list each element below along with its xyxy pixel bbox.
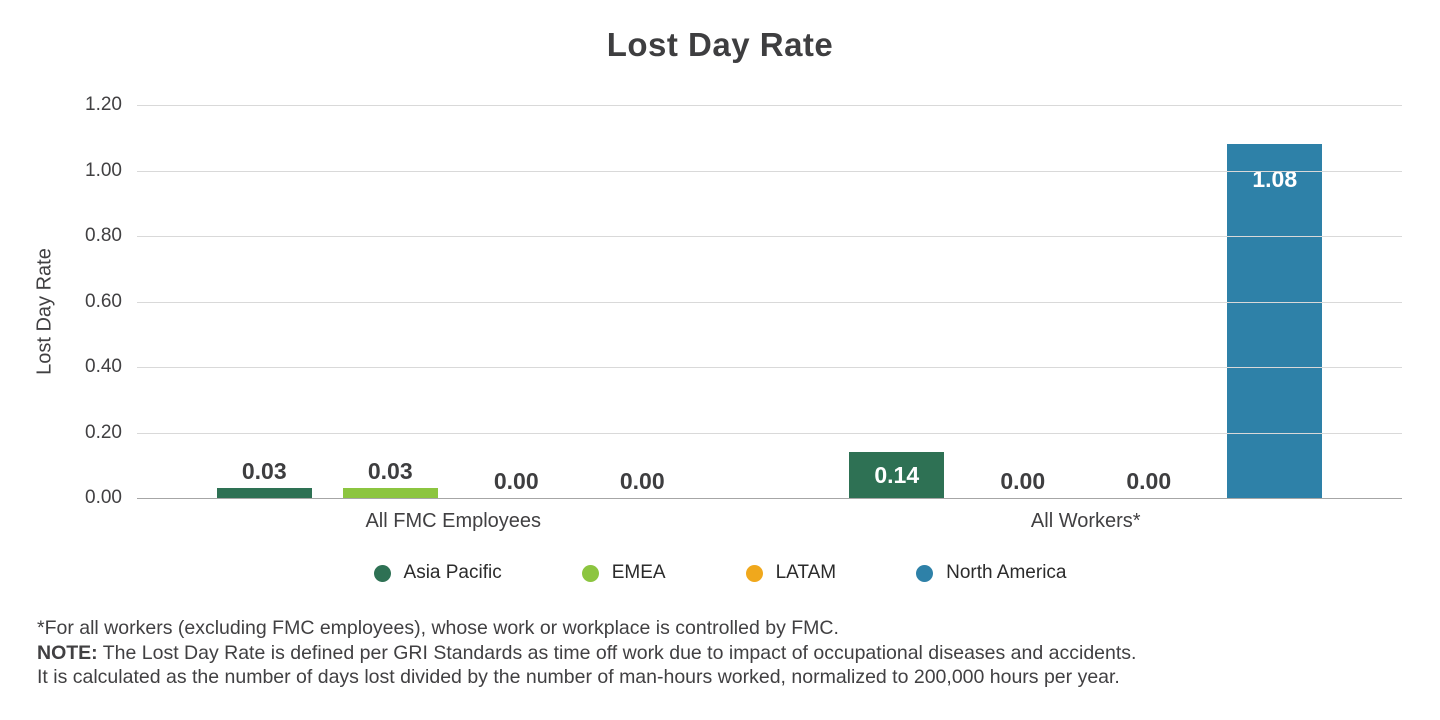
legend-item-emea: EMEA — [581, 562, 666, 584]
gridline-0.40 — [137, 367, 1402, 368]
value-label: 0.00 — [1000, 468, 1046, 494]
gridline-1.20 — [137, 105, 1402, 106]
bar-slot: 0.03 — [201, 105, 327, 498]
chart-title: Lost Day Rate — [606, 26, 834, 63]
legend-item-latam: LATAM — [745, 562, 837, 584]
legend: Asia Pacific EMEA LATAM North America — [0, 562, 1440, 584]
value-label: 0.00 — [493, 468, 539, 494]
y-tick-label-1.20: 1.20 — [85, 94, 122, 115]
legend-label: LATAM — [775, 562, 837, 583]
value-label: 0.00 — [1126, 468, 1172, 494]
gridline-0.00 — [137, 498, 1402, 499]
bar-groups: 0.03 0.03 0.00 0.00 0.14 0.00 0.00 1.08 — [137, 105, 1402, 498]
bar-asia-pacific — [216, 488, 312, 498]
bar-slot: 0.00 — [453, 105, 579, 498]
bar-emea — [342, 488, 438, 498]
bar-group-1: 0.14 0.00 0.00 1.08 — [770, 105, 1403, 498]
legend-label: EMEA — [611, 562, 666, 583]
bar-slot: 0.03 — [327, 105, 453, 498]
bar-slot: 0.14 — [834, 105, 960, 498]
gridline-1.00 — [137, 170, 1402, 172]
legend-dot-icon — [745, 564, 763, 582]
value-label: 0.14 — [874, 462, 920, 489]
bar-slot: 0.00 — [1086, 105, 1212, 498]
legend-item-north-america: North America — [916, 562, 1066, 584]
x-category-label: All FMC Employees — [365, 510, 542, 532]
y-tick-label-0.40: 0.40 — [85, 356, 122, 377]
footnote-note-label: NOTE: — [37, 641, 98, 664]
footnote-note: NOTE: The Lost Day Rate is defined per G… — [37, 641, 1137, 664]
y-tick-label-0.60: 0.60 — [85, 290, 122, 312]
legend-label: North America — [946, 562, 1067, 583]
y-tick-label-0.20: 0.20 — [85, 421, 122, 443]
x-category-label: All Workers* — [1030, 510, 1141, 532]
bar-group-0: 0.03 0.03 0.00 0.00 — [137, 105, 770, 498]
legend-item-asia-pacific: Asia Pacific — [373, 562, 502, 584]
y-axis-tick-labels: 1.20 1.00 0.80 0.60 0.40 0.20 0.00 — [0, 95, 122, 508]
value-label: 0.03 — [241, 458, 287, 485]
footnote-calculation: It is calculated as the number of days l… — [37, 666, 1120, 688]
value-label: 0.00 — [619, 468, 665, 494]
footnote-asterisk: *For all workers (excluding FMC employee… — [37, 617, 839, 639]
gridline-0.80 — [137, 236, 1402, 237]
y-tick-label-1.00: 1.00 — [85, 159, 122, 181]
gridline-0.20 — [137, 432, 1402, 434]
bar-slot: 0.00 — [960, 105, 1086, 498]
bar-north-america: 1.08 — [1227, 144, 1323, 498]
legend-label: Asia Pacific — [403, 562, 502, 583]
y-tick-label-0.80: 0.80 — [85, 225, 122, 246]
plot-area: 0.03 0.03 0.00 0.00 0.14 0.00 0.00 1.08 — [137, 105, 1402, 499]
gridline-0.60 — [137, 301, 1402, 303]
y-tick-label-0.00: 0.00 — [85, 487, 122, 508]
bar-slot: 0.00 — [579, 105, 705, 498]
legend-dot-icon — [916, 564, 934, 582]
bar-asia-pacific: 0.14 — [849, 452, 945, 498]
x-axis-category-labels: All FMC Employees All Workers* — [137, 510, 1402, 533]
value-label: 0.03 — [367, 458, 413, 485]
legend-dot-icon — [581, 564, 599, 582]
legend-dot-icon — [373, 564, 391, 582]
footnotes: *For all workers (excluding FMC employee… — [37, 616, 1417, 690]
